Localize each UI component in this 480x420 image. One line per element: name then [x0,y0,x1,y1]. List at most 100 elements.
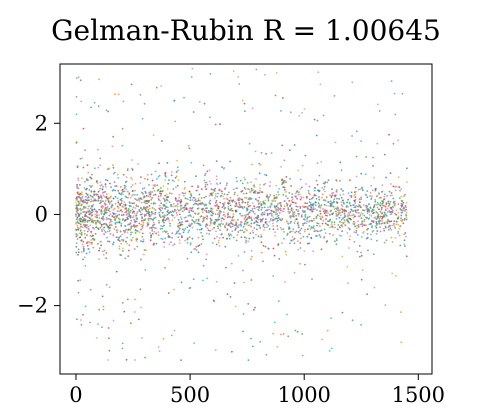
scatter-point [355,205,358,207]
scatter-point [128,192,131,195]
scatter-point [127,208,130,211]
scatter-point [98,208,100,211]
scatter-point [97,199,100,202]
scatter-point [391,241,394,243]
scatter-point [75,222,77,225]
scatter-point [101,228,103,231]
scatter-point [296,197,298,200]
scatter-point [340,169,343,172]
scatter-point [254,198,257,201]
scatter-point [297,193,300,196]
scatter-point [225,222,228,224]
scatter-point [139,94,142,96]
chart-title: Gelman-Rubin R = 1.00645 [51,14,441,47]
scatter-point [192,111,195,113]
scatter-point [210,214,213,217]
scatter-point [268,195,271,198]
scatter-point [126,242,129,245]
scatter-point [379,220,382,222]
scatter-point [363,220,365,223]
scatter-point [149,195,152,198]
scatter-point [387,202,390,205]
scatter-point [328,205,330,207]
scatter-point [334,141,337,144]
scatter-point [297,226,300,229]
scatter-point [276,197,279,199]
scatter-point [102,191,104,194]
scatter-point [86,230,89,233]
scatter-point [89,207,92,210]
scatter-point [176,214,179,216]
scatter-point [379,226,381,229]
scatter-point [231,225,234,228]
scatter-point [189,242,192,245]
scatter-point [102,254,105,256]
scatter-point [217,192,219,195]
scatter-point [273,254,276,257]
scatter-point [278,188,280,190]
scatter-point [331,201,334,204]
scatter-point [392,142,395,145]
scatter-point [394,113,397,116]
scatter-point [228,234,231,237]
scatter-point [319,236,322,239]
scatter-point [124,225,127,228]
scatter-point [125,188,128,191]
scatter-point [290,230,292,233]
scatter-point [80,251,83,253]
scatter-point [315,134,318,137]
scatter-point [335,218,338,220]
scatter-point [386,221,389,223]
scatter-point [75,215,77,217]
scatter-point [386,222,389,225]
scatter-point [77,228,79,231]
scatter-point [338,234,341,237]
scatter-point [202,279,204,282]
scatter-point [378,110,381,112]
scatter-point [150,202,153,205]
scatter-point [298,115,300,117]
scatter-point [176,203,179,205]
scatter-point [300,216,303,218]
scatter-point [243,231,246,233]
scatter-point [196,222,199,225]
scatter-point [75,210,78,213]
x-axis: 0 500 1000 1500 [69,374,445,407]
scatter-point [357,205,359,208]
scatter-point [221,233,223,235]
scatter-point [114,221,117,224]
scatter-point [298,213,301,215]
scatter-point [297,231,300,233]
scatter-point [340,188,343,191]
scatter-point [148,211,151,213]
scatter-point [108,349,111,352]
scatter-point [128,244,131,247]
scatter-point [91,206,93,208]
scatter-point [120,192,123,194]
scatter-point [297,222,299,224]
scatter-point [313,217,315,220]
scatter-point [181,210,184,213]
scatter-point [245,241,247,244]
scatter-point [98,196,101,199]
scatter-point [326,214,329,217]
scatter-point [80,239,83,242]
scatter-point [76,185,78,188]
scatter-point [315,235,317,237]
scatter-point [120,242,123,245]
scatter-point [100,197,103,200]
x-tick-label: 1000 [277,383,330,407]
scatter-point [329,200,332,203]
scatter-point [272,228,275,231]
scatter-point [341,211,344,214]
scatter-point [239,212,242,215]
scatter-point [340,207,343,210]
scatter-point [78,214,80,216]
scatter-point [393,225,396,227]
scatter-point [282,210,285,213]
scatter-point [76,183,78,186]
scatter-point [323,235,326,238]
scatter-point [93,167,96,170]
scatter-point [77,248,80,251]
scatter-point [75,242,78,245]
